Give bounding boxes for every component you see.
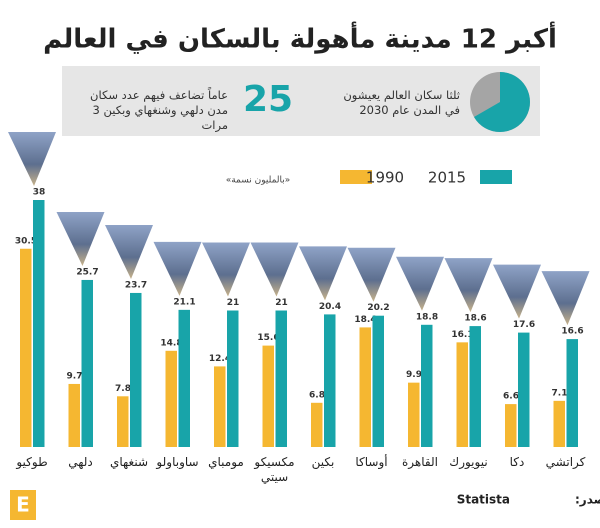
unit-label: «بالمليون نسمة» [226, 176, 291, 186]
city-label: ساوباولو [156, 455, 199, 469]
city-label: بكين [311, 455, 335, 469]
city-photo [56, 211, 105, 266]
city-photo [202, 242, 250, 297]
value-label: 16.1 [451, 330, 473, 340]
bar [165, 350, 177, 447]
highlight-number: 25 [243, 79, 293, 120]
chart-title: أكبر 12 مدينة مأهولة بالسكان في العالم [43, 22, 557, 55]
city-label: القاهرة [402, 455, 438, 469]
info-box [62, 66, 540, 136]
pie-icon [470, 72, 530, 132]
bar [262, 345, 274, 447]
value-label: 14.8 [160, 338, 182, 348]
value-label: 25.7 [76, 267, 98, 277]
bar [130, 292, 142, 447]
legend-label: 1990 [366, 169, 404, 187]
logo [10, 490, 36, 520]
bar [68, 383, 80, 447]
value-label: 7.1 [552, 388, 568, 398]
value-label: 20.2 [367, 303, 389, 313]
legend-swatch [340, 170, 372, 184]
city-label: كراتشي [545, 455, 586, 469]
city-label: مكسيكو سيتي [254, 455, 295, 484]
legend-label: 2015 [428, 169, 466, 187]
bar [469, 326, 481, 447]
value-label: 7.8 [115, 384, 131, 394]
value-label: 15.6 [257, 333, 279, 343]
value-label: 21 [275, 298, 288, 308]
bar [324, 314, 336, 447]
city-photo [8, 132, 56, 186]
city-label: أوساكا [355, 455, 388, 469]
city-photo [347, 247, 396, 302]
city-photo [250, 242, 299, 297]
bar [117, 396, 129, 447]
value-label: 18.4 [354, 315, 376, 325]
city-photo [299, 246, 347, 301]
bar [408, 382, 420, 447]
value-label: 16.6 [561, 327, 583, 337]
value-label: 9.9 [406, 370, 422, 380]
bar [81, 279, 93, 447]
city-photo [493, 264, 541, 319]
value-label: 21 [227, 298, 240, 308]
value-label: 18.8 [416, 312, 438, 322]
source: Statista [457, 493, 510, 507]
logo-text: E [16, 493, 30, 517]
bar [275, 310, 287, 447]
bar [214, 366, 226, 447]
value-label: 20.4 [319, 302, 341, 312]
value-label: 23.7 [125, 280, 147, 290]
city-photo [541, 271, 590, 326]
value-label: 9.7 [67, 371, 83, 381]
city-label: مومباي [208, 455, 244, 469]
bar [518, 332, 530, 447]
city-photo [444, 258, 493, 313]
bar [20, 248, 32, 447]
bar [566, 339, 578, 447]
city-label: نيويورك [449, 455, 488, 469]
city-label: دكا [509, 455, 525, 469]
value-label: 38 [33, 188, 46, 198]
value-label: 12.4 [209, 354, 231, 364]
city-label: دلهي [68, 455, 93, 469]
bar [359, 327, 371, 447]
value-label: 18.6 [464, 314, 486, 324]
city-label: طوكيو [16, 455, 48, 469]
bar [227, 310, 239, 447]
bar [553, 400, 565, 447]
bar [421, 324, 433, 447]
bar [178, 309, 190, 447]
city-photo [396, 256, 444, 311]
bar [505, 404, 517, 447]
legend-swatch [480, 170, 512, 184]
value-label: 30.5 [15, 236, 37, 246]
number-text: عاماً تضاعف فيهم عدد سكان مدن دلهي وشنغه… [90, 88, 228, 132]
bar [311, 402, 323, 447]
value-label: 17.6 [513, 320, 535, 330]
bar [33, 200, 45, 447]
value-label: 6.6 [503, 392, 519, 402]
bar [372, 315, 384, 447]
city-photo [105, 224, 153, 279]
pie-text: ثلثا سكان العالم يعيشون في المدن عام 203… [343, 88, 460, 117]
source-label: المصدر: [575, 493, 600, 507]
city-label: شنغهاي [109, 455, 149, 469]
city-photo [153, 241, 202, 296]
value-label: 21.1 [173, 297, 195, 307]
value-label: 6.8 [309, 390, 325, 400]
bar [456, 342, 468, 447]
